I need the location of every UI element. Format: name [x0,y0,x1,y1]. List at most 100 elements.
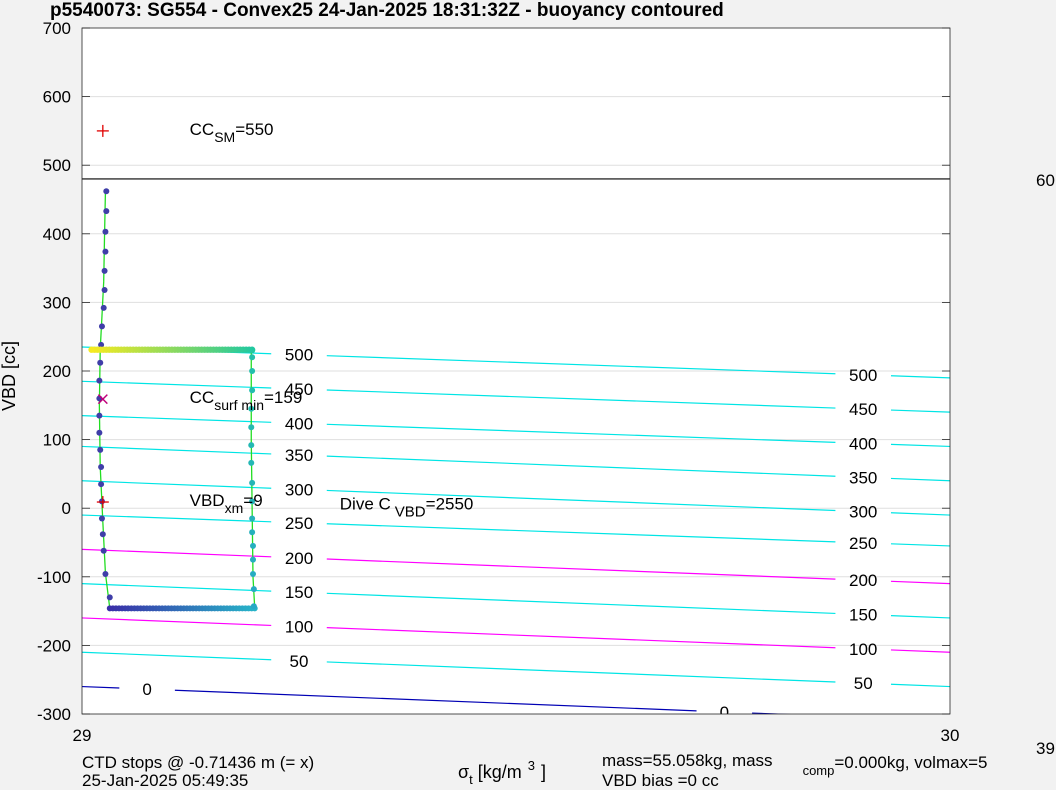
descent-point [98,323,105,330]
cc-surf-min-label-main: CC [190,388,215,407]
right-clip-label: 39 [1036,739,1055,758]
contour-label-150: 150 [285,583,313,602]
contour-label-200: 200 [285,549,313,568]
x-axis-label-sup: 3 [528,758,535,773]
descent-point [101,267,108,274]
x-axis-label-symbol: σ [458,762,469,782]
contour-label-500: 500 [849,366,877,385]
contour-line-500 [326,355,836,375]
contour-line-0 [82,685,120,689]
ascent-point [249,571,256,578]
contour-line-300 [890,512,950,516]
y-tick-label: -200 [37,636,71,655]
cc-surf-min-marker-b [97,394,108,405]
contour-line-400 [890,443,950,448]
y-tick-label: -100 [37,568,71,587]
contour-label-500: 500 [285,346,313,365]
ref-line-right-label: 60 [1036,171,1055,190]
contour-label-100: 100 [285,618,313,637]
descent-point [97,359,104,366]
contour-line-400 [326,423,836,443]
descent-point [98,498,105,505]
ascent-point [249,515,256,522]
cc-surf-min-label-value: =159 [264,388,302,407]
cc-surf-min-label-sub: surf min [214,397,264,413]
descent-point [100,547,107,554]
contour-line-50 [890,683,950,688]
contour-line-200 [890,580,950,585]
descent-point [103,188,110,195]
descent-point [98,515,105,522]
cc-sm-label-main: CC [190,120,215,139]
contour-label-0: 0 [720,703,729,722]
mass-text: mass=55.058kg, mass comp=0.000kg, volmax=… [602,751,987,778]
contour-line-300 [326,489,836,512]
ctd-stops-time: 25-Jan-2025 05:49:35 [82,771,248,790]
contour-label-400: 400 [285,414,313,433]
contour-line-250 [890,543,950,547]
chart-title: p5540073: SG554 - Convex25 24-Jan-2025 1… [50,0,724,21]
ascent-point [249,529,256,536]
contour-line-400 [82,414,272,423]
vbd-profile [88,188,258,612]
contour-line-0 [174,689,697,712]
contour-label-250: 250 [285,514,313,533]
contour-line-300 [82,480,272,489]
descent-point [97,446,104,453]
cc-sm-label: CCSM=550 [190,120,274,145]
contour-line-50 [82,651,272,661]
descent-point [106,594,113,601]
descent-point [98,464,105,471]
contour-label-300: 300 [849,503,877,522]
cc-sm-label-value: =550 [235,120,273,139]
descent-point [102,228,109,235]
contour-line-150 [326,592,836,615]
contour-label-50: 50 [290,652,309,671]
contour-line-450 [326,389,836,409]
contour-label-300: 300 [285,480,313,499]
ascent-point [249,542,256,549]
grid [82,96,950,646]
descent-point [96,412,103,419]
contour-line-100 [326,627,836,649]
contour-line-350 [82,445,272,455]
y-tick-label: 100 [43,431,71,450]
contour-line-150 [82,583,272,592]
ascent-point [248,424,255,431]
contour-label-200: 200 [849,571,877,590]
vbd-xm-label-value: =9 [243,491,262,510]
x-axis-label-sub: t [469,772,473,787]
x-axis-label: σt [kg/m 3] [458,758,546,787]
contour-line-50 [326,661,836,683]
contour-label-350: 350 [849,468,877,487]
dive-c-sub: VBD [395,503,426,520]
contour-label-50: 50 [854,674,873,693]
descent-point [98,341,105,348]
contour-line-150 [890,615,950,619]
contour-line-200 [326,558,836,580]
ascent-point [250,586,257,593]
contour-line-250 [326,523,836,543]
vbd-xm-label-sub: xm [225,500,244,516]
ascent-point [249,368,256,374]
vbd-bias-text: VBD bias =0 cc [602,771,719,790]
dive-c-value: =2550 [426,494,474,513]
ascent-point [248,459,255,466]
vbd-xm-label: VBDxm=9 [190,491,263,516]
descent-point [99,531,106,538]
y-tick-label: 0 [62,499,71,518]
ascent-point [249,498,256,505]
ascent-point [249,387,256,394]
vbd-xm-label-main: VBD [190,491,225,510]
contour-line-450 [890,409,950,413]
ctd-stops-text: CTD stops @ -0.71436 m (= x) [82,753,314,772]
contour-label-450: 450 [849,400,877,419]
contour-line-450 [82,380,272,389]
contour-line-250 [82,514,272,523]
contour-label-150: 150 [849,606,877,625]
y-tick-label: 700 [43,19,71,38]
contour-line-350 [890,477,950,482]
mass-text-a: mass=55.058kg, mass [602,751,773,770]
x-tick-label: 29 [73,726,92,745]
